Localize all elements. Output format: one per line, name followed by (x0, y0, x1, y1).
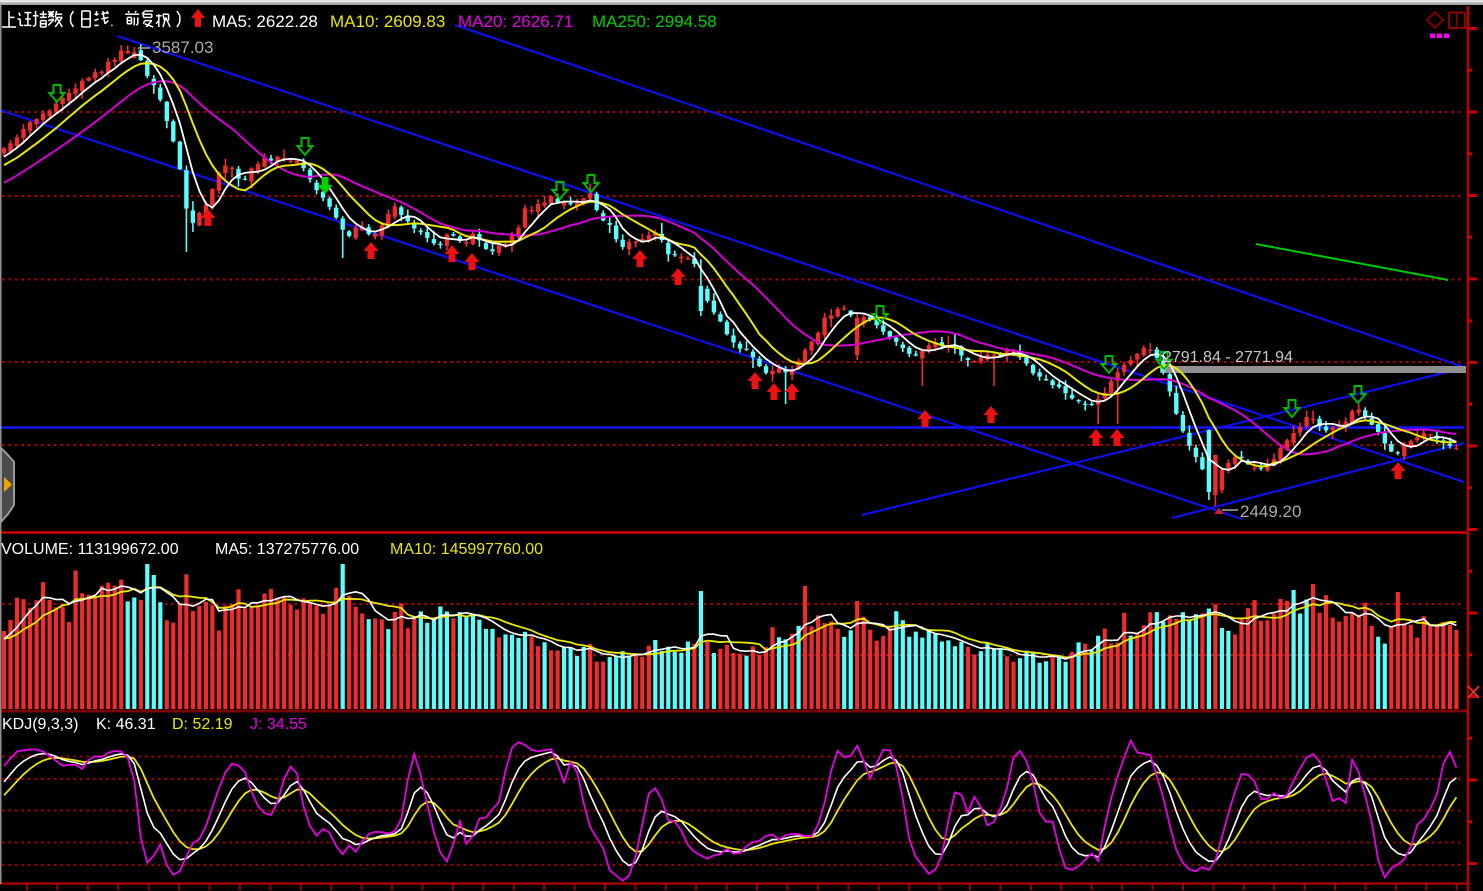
svg-text:MA5: 137275776.00: MA5: 137275776.00 (215, 541, 359, 558)
svg-text:MA5: 2622.28: MA5: 2622.28 (212, 12, 318, 31)
svg-text:3587.03: 3587.03 (152, 38, 213, 57)
svg-text:MA10: 2609.83: MA10: 2609.83 (330, 12, 445, 31)
svg-text:MA10: 145997760.00: MA10: 145997760.00 (390, 541, 543, 558)
svg-text:MA20: 2626.71: MA20: 2626.71 (458, 12, 573, 31)
svg-text:2449.20: 2449.20 (1240, 502, 1301, 521)
svg-text:VOLUME: 113199672.00: VOLUME: 113199672.00 (1, 541, 179, 558)
svg-text:2791.84 - 2771.94: 2791.84 - 2771.94 (1163, 349, 1293, 366)
svg-text:D: 52.19: D: 52.19 (172, 716, 233, 733)
svg-text:J: 34.55: J: 34.55 (250, 716, 307, 733)
svg-text:KDJ(9,3,3): KDJ(9,3,3) (2, 716, 78, 733)
svg-text:K: 46.31: K: 46.31 (96, 716, 156, 733)
svg-text:MA250: 2994.58: MA250: 2994.58 (592, 12, 717, 31)
